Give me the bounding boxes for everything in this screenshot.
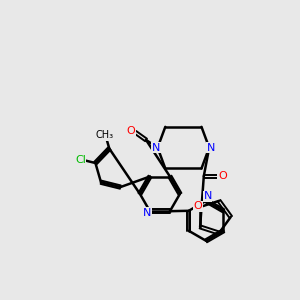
Text: O: O [218, 171, 227, 181]
Text: CH₃: CH₃ [96, 130, 114, 140]
Text: O: O [126, 126, 135, 136]
Text: N: N [142, 208, 151, 218]
Text: N: N [206, 143, 215, 153]
Text: Cl: Cl [75, 155, 86, 165]
Text: N: N [152, 143, 160, 153]
Text: N: N [203, 191, 212, 201]
Text: O: O [194, 201, 202, 211]
